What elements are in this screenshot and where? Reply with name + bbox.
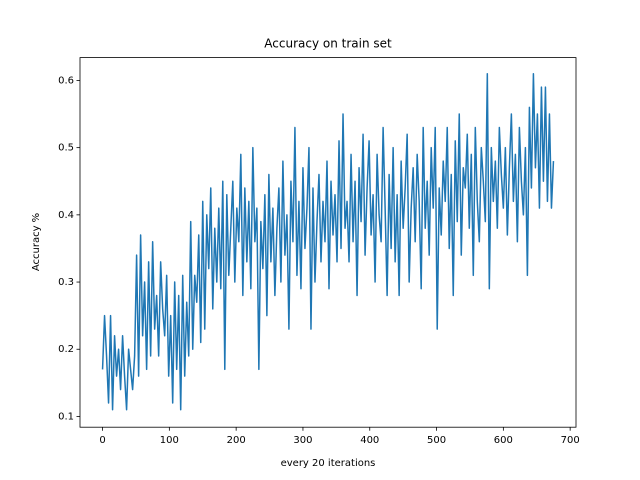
x-tick-label: 500 — [427, 435, 446, 446]
y-tick-label: 0.5 — [58, 143, 74, 154]
x-tick-label: 0 — [99, 435, 105, 446]
y-tick-label: 0.4 — [58, 210, 74, 221]
chart-title: Accuracy on train set — [264, 37, 392, 51]
x-tick-label: 200 — [227, 435, 246, 446]
x-tick-label: 600 — [494, 435, 513, 446]
y-tick-label: 0.3 — [58, 277, 74, 288]
y-axis-label: Accuracy % — [31, 213, 42, 271]
plot-frame — [79, 57, 577, 428]
x-tick-label: 400 — [360, 435, 379, 446]
x-tick-label: 300 — [293, 435, 312, 446]
y-tick-label: 0.1 — [58, 411, 74, 422]
x-tick-label: 100 — [160, 435, 179, 446]
y-tick-label: 0.6 — [58, 75, 74, 86]
x-tick-label: 700 — [561, 435, 580, 446]
data-line — [101, 72, 555, 411]
y-tick-label: 0.2 — [58, 344, 74, 355]
x-axis-label: every 20 iterations — [281, 458, 376, 469]
